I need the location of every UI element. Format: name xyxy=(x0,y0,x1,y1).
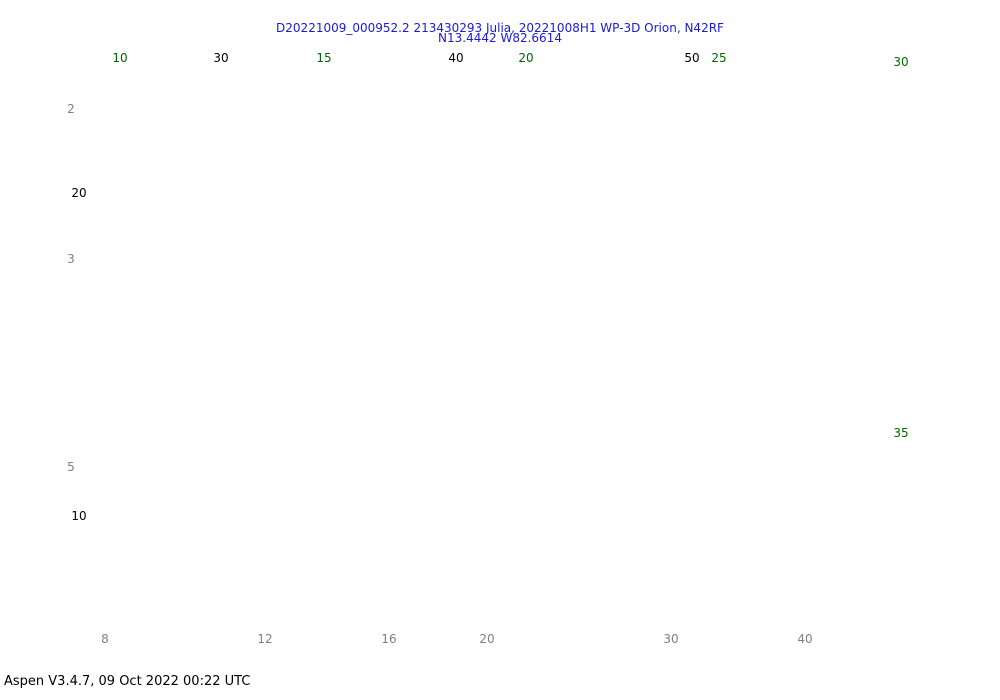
moist-adiabat-label: 15 xyxy=(316,51,331,65)
moist-adiabat-label: 30 xyxy=(893,55,908,69)
dry-adiabat-label: 20 xyxy=(71,186,86,200)
mixing-ratio-label: 2 xyxy=(67,102,75,116)
footer-text: Aspen V3.4.7, 09 Oct 2022 00:22 UTC xyxy=(4,674,251,689)
mixing-ratio-label: 30 xyxy=(663,632,678,646)
mixing-ratio-label: 20 xyxy=(479,632,494,646)
dry-adiabat-label: 40 xyxy=(448,51,463,65)
dry-adiabat-label: 10 xyxy=(71,509,86,523)
moist-adiabat-label: 25 xyxy=(711,51,726,65)
moist-adiabat-label: 10 xyxy=(112,51,127,65)
moist-adiabat-label: 20 xyxy=(518,51,533,65)
chart-subtitle: N13.4442 W82.6614 xyxy=(438,31,562,45)
dry-adiabat-label: 30 xyxy=(213,51,228,65)
grid-labels: 6007008009001000-10010203010152025303530… xyxy=(67,51,908,646)
mixing-ratio-label: 12 xyxy=(257,632,272,646)
mixing-ratio-label: 8 xyxy=(101,632,109,646)
dry-adiabat-label: 50 xyxy=(684,51,699,65)
mixing-ratio-label: 16 xyxy=(381,632,396,646)
mixing-ratio-label: 5 xyxy=(67,460,75,474)
mixing-ratio-label: 3 xyxy=(67,252,75,266)
mixing-ratio-label: 40 xyxy=(797,632,812,646)
chart-title: D20221009_000952.2 213430293 Julia, 2022… xyxy=(276,21,724,35)
moist-adiabat-label: 35 xyxy=(893,426,908,440)
